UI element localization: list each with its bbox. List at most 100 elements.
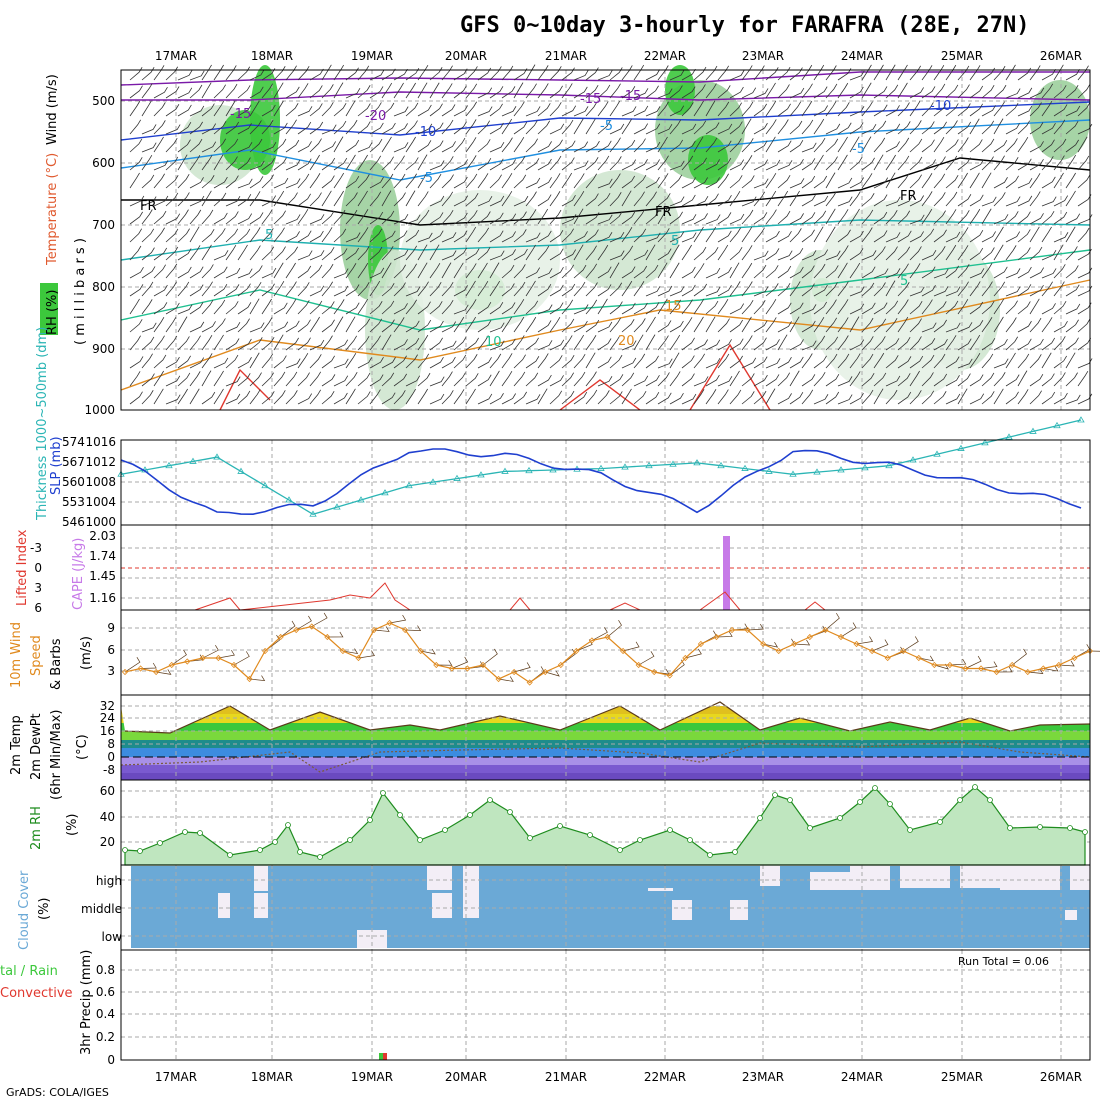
wind-barb: [681, 102, 694, 117]
wind-barb: [436, 660, 453, 666]
wind-barb: [969, 103, 983, 117]
wind-barb: [885, 141, 900, 153]
wind-barb: [309, 68, 324, 81]
wind-barb: [141, 373, 155, 387]
wind-barb: [237, 302, 252, 315]
wind-barb: [129, 298, 140, 315]
wind-barb: [789, 302, 804, 315]
wind-barb: [801, 119, 814, 135]
wind-barb: [249, 160, 265, 171]
wind-barb: [993, 226, 1004, 243]
wind-barb: [633, 318, 646, 333]
wind-barb: [801, 283, 815, 297]
wind-barb: [777, 265, 792, 279]
rh-marker: [807, 825, 813, 831]
wind-barb: [897, 299, 909, 315]
wind-barb: [297, 121, 312, 135]
wind-barb: [549, 123, 565, 135]
wind-barb: [849, 339, 865, 351]
wind-barb: [849, 248, 864, 261]
wind-barb: [309, 85, 323, 99]
wind-barb: [297, 337, 311, 351]
wind-barb: [729, 355, 743, 369]
wind-barb: [789, 247, 804, 261]
wind-barb: [1058, 660, 1075, 667]
rh-marker: [857, 799, 863, 805]
wind-barb: [741, 262, 753, 279]
wind-barb: [513, 354, 526, 369]
wind-barb: [969, 320, 984, 333]
wind-barb: [897, 173, 910, 189]
wind-barb: [753, 337, 767, 351]
bottom-date-label: 25MAR: [941, 1070, 983, 1084]
wind-barb: [969, 172, 980, 189]
tick-label: 700: [92, 218, 115, 232]
wind-barb: [369, 86, 384, 99]
wind-barb: [903, 636, 919, 652]
wind-barb: [861, 227, 873, 243]
wind-barb: [681, 155, 694, 171]
wind-barb: [1065, 372, 1078, 387]
wind-barb: [333, 228, 347, 243]
wind-barb: [477, 211, 491, 225]
wind-barb: [693, 100, 704, 117]
wind-barb: [1065, 226, 1076, 243]
rh-marker: [367, 817, 373, 823]
wind-barb: [741, 155, 753, 171]
wind-barb: [285, 390, 298, 405]
wind-barb: [153, 160, 169, 171]
wind-barb: [153, 227, 165, 243]
wind-barb: [273, 100, 284, 117]
rh-marker: [380, 790, 386, 796]
wind-barb: [1029, 226, 1040, 243]
wind-barb: [477, 301, 492, 315]
wind-barb: [1065, 213, 1081, 225]
wind-barb: [537, 120, 551, 135]
wind-barb: [1005, 123, 1020, 135]
cloud-clear-area: [960, 866, 1000, 888]
wind-barb: [933, 286, 949, 297]
wind-barb: [633, 174, 647, 189]
wind-unit: (m/s): [79, 636, 94, 670]
wind-barb: [1017, 105, 1033, 117]
wind-barb: [981, 208, 992, 225]
wind-barb: [309, 103, 323, 117]
wind-barb: [357, 318, 371, 333]
wind-barb: [213, 318, 226, 333]
wind-barb: [225, 267, 241, 279]
rh-legend-swatch: [40, 283, 58, 335]
wind-barb: [513, 211, 527, 225]
wind-barb: [825, 374, 840, 387]
wind-barb: [849, 156, 863, 171]
wind-barb: [981, 353, 994, 369]
wind-barb: [909, 246, 922, 261]
wind-barb: [153, 388, 164, 405]
tick-label: 0.8: [96, 963, 115, 977]
wind-barb: [177, 266, 192, 279]
wind-barb: [357, 65, 370, 81]
wind-barb: [645, 302, 660, 315]
wind-barb: [705, 65, 718, 81]
wind-barb: [369, 191, 382, 207]
wind-barb: [645, 355, 659, 369]
wind-barb: [441, 356, 456, 369]
wind-barb: [813, 154, 824, 171]
wind-barb: [1089, 650, 1100, 652]
wind-barb: [237, 357, 252, 369]
wind-barb: [861, 136, 872, 153]
wind-barb: [213, 357, 229, 369]
wind-speed-marker: [526, 679, 533, 686]
wind-barb: [801, 158, 816, 171]
wind-barb: [777, 210, 791, 225]
rh-marker: [507, 809, 513, 815]
rh-marker: [772, 792, 778, 798]
wind-barb: [741, 391, 755, 405]
wind-barb: [381, 392, 396, 405]
wind-barb: [225, 100, 236, 117]
wind-barb: [729, 86, 744, 99]
wind-barb: [753, 300, 766, 315]
wind-barb: [513, 248, 528, 261]
wind-barb: [417, 191, 429, 207]
wind-barb: [249, 337, 263, 351]
